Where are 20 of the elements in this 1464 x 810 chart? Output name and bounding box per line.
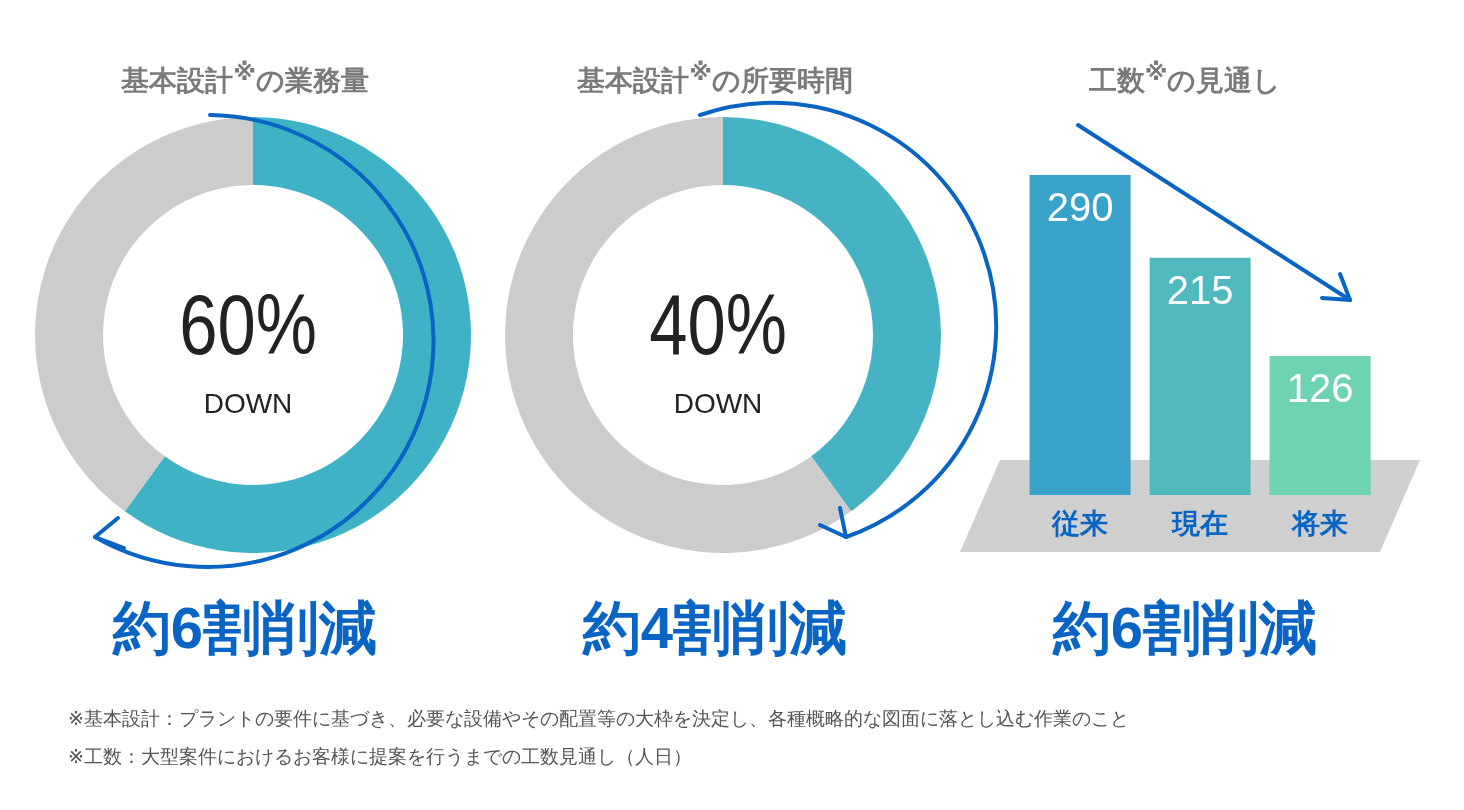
text: DOWN bbox=[202, 388, 294, 420]
text: 約6割削減 bbox=[1051, 594, 1319, 662]
data-label: 290 bbox=[1046, 185, 1114, 230]
text: ※工数：大型案件におけるお客様に提案を行うまでの工数見通し（人日） bbox=[68, 745, 692, 769]
text: 約6割削減 bbox=[111, 594, 379, 662]
chart-title: 基本設計$^{※}$の業務量 bbox=[120, 58, 370, 99]
text: ※基本設計：プラントの要件に基づき、必要な設備やその配置等の大枠を決定し、各種概略的な図面に落とし込む作業のこと bbox=[68, 707, 1129, 731]
text: 60% bbox=[178, 275, 318, 374]
chart-title: 工数$^{※}$の見通し bbox=[1087, 58, 1283, 99]
x-tick-label: 従来 bbox=[1051, 507, 1108, 539]
text: 約4割削減 bbox=[581, 594, 849, 662]
data-label: 126 bbox=[1286, 366, 1354, 411]
x-tick-label: 現在 bbox=[1171, 507, 1228, 539]
chart-title: 基本設計$^{※}$の所要時間 bbox=[576, 58, 854, 99]
donut-slice bbox=[505, 117, 852, 553]
x-tick-label: 将来 bbox=[1290, 507, 1348, 539]
data-label: 215 bbox=[1166, 268, 1234, 313]
text: 40% bbox=[648, 275, 788, 374]
donut-slice bbox=[124, 117, 471, 553]
text: DOWN bbox=[672, 388, 764, 420]
